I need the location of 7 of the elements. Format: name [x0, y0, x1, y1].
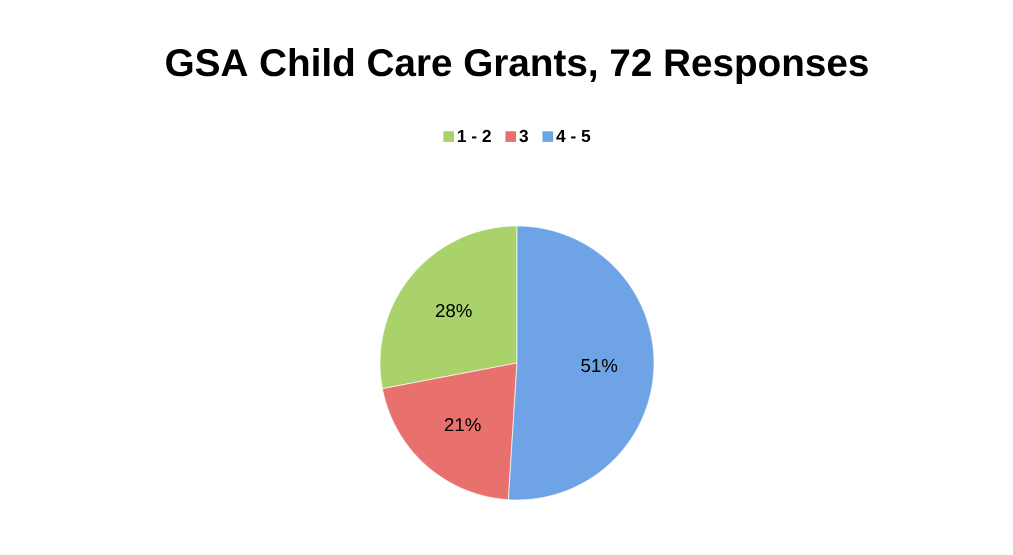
- data-label: 51%: [581, 358, 618, 373]
- legend-label: 1 - 2: [457, 129, 491, 142]
- legend-label: 3: [519, 129, 528, 143]
- data-label: 21%: [444, 418, 481, 432]
- legend-label: 4 - 5: [556, 130, 591, 143]
- data-label: 28%: [435, 303, 472, 318]
- chart-title: GSA Child Care Grants, 72 Responses: [166, 47, 868, 85]
